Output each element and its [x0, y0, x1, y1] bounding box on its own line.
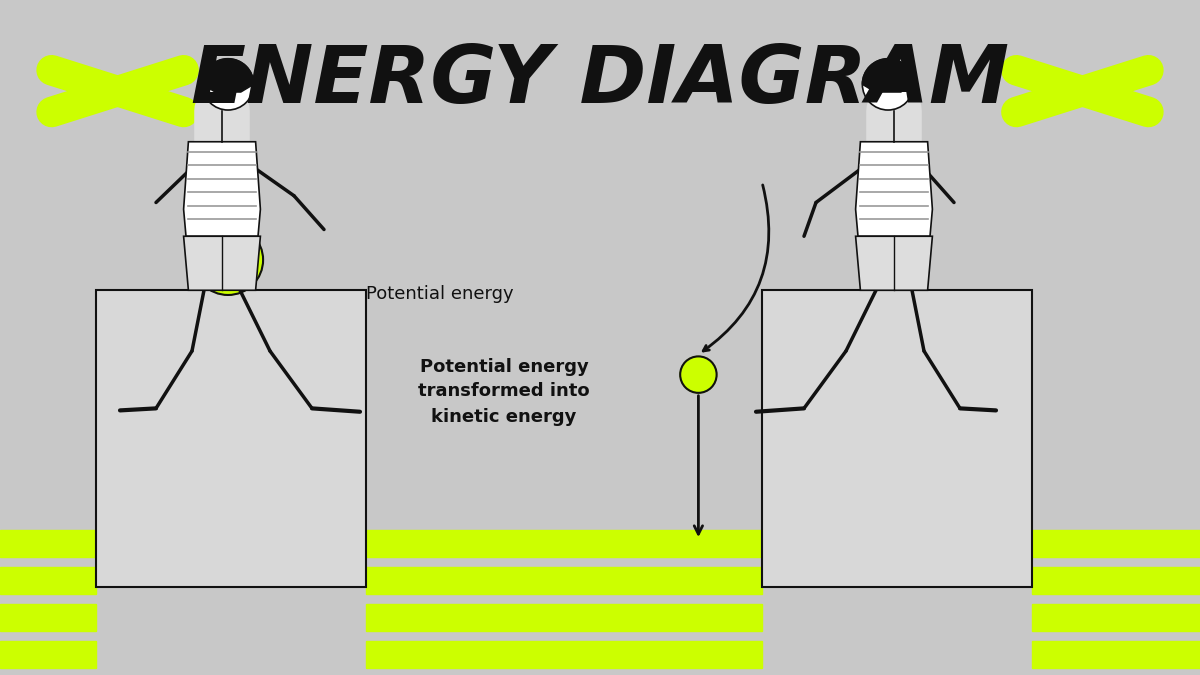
Polygon shape: [203, 59, 253, 84]
Polygon shape: [184, 236, 260, 290]
Bar: [1032, 641, 1200, 668]
Bar: [96, 290, 366, 587]
Ellipse shape: [203, 59, 253, 110]
Bar: [366, 530, 762, 557]
Ellipse shape: [193, 225, 263, 295]
Bar: [762, 290, 1032, 587]
Ellipse shape: [680, 356, 716, 393]
Bar: [366, 641, 762, 668]
Text: Potential energy
transformed into
kinetic energy: Potential energy transformed into kineti…: [418, 358, 590, 425]
Polygon shape: [863, 59, 913, 84]
Polygon shape: [203, 84, 253, 92]
Bar: [0, 604, 96, 631]
Bar: [1032, 530, 1200, 557]
Polygon shape: [863, 84, 913, 92]
Bar: [366, 604, 762, 631]
Text: Potential energy: Potential energy: [366, 285, 514, 302]
Bar: [1032, 567, 1200, 594]
Polygon shape: [184, 142, 260, 236]
Bar: [1032, 604, 1200, 631]
Polygon shape: [856, 236, 932, 290]
Text: ENERGY DIAGRAM: ENERGY DIAGRAM: [191, 42, 1009, 120]
Bar: [0, 641, 96, 668]
Bar: [0, 567, 96, 594]
Polygon shape: [856, 142, 932, 236]
Bar: [0, 530, 96, 557]
Ellipse shape: [863, 59, 913, 110]
Bar: [366, 567, 762, 594]
